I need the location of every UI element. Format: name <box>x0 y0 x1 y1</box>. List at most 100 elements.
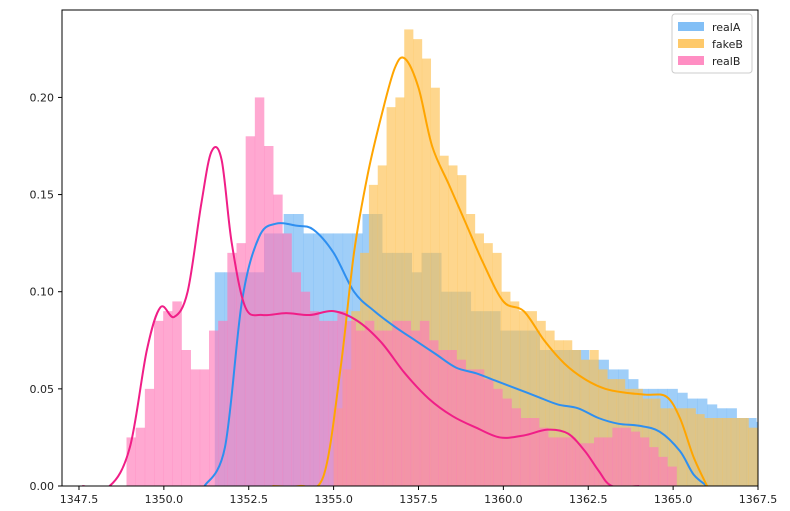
bar-fakeB <box>466 214 476 486</box>
bar-realB <box>419 320 430 486</box>
bar-realB <box>566 437 576 486</box>
bar-realB <box>163 311 173 486</box>
x-tick-label: 1350.0 <box>145 493 184 506</box>
bar-realB <box>374 330 384 486</box>
x-tick-label: 1360.0 <box>484 493 523 506</box>
bar-realB <box>502 398 512 486</box>
legend-swatch-fakeB <box>678 39 704 48</box>
bar-realB <box>392 320 402 486</box>
bar-fakeB <box>563 340 573 486</box>
bar-realB <box>319 320 329 486</box>
bar-realB <box>135 427 146 486</box>
bar-fakeB <box>421 58 432 486</box>
bar-fakeB <box>660 408 670 486</box>
bar-realB <box>639 437 650 486</box>
bar-realA <box>776 428 786 486</box>
bar-realB <box>291 272 301 486</box>
bar-realB <box>456 359 466 486</box>
bar-realB <box>264 146 274 486</box>
bar-realB <box>511 408 521 486</box>
y-tick-label: 0.20 <box>30 91 55 104</box>
bar-realB <box>474 369 485 486</box>
legend-label-fakeB: fakeB <box>712 38 743 51</box>
bar-realB <box>282 233 292 486</box>
bar-realA <box>786 428 790 486</box>
bar-fakeB <box>474 233 484 486</box>
bar-realB <box>209 330 219 486</box>
y-tick-label: 0.15 <box>30 189 55 202</box>
x-tick-label: 1365.0 <box>654 493 693 506</box>
bar-realB <box>355 330 366 486</box>
bar-realB <box>218 320 228 486</box>
bar-fakeB <box>607 379 617 486</box>
bar-fakeB <box>492 252 502 486</box>
bar-fakeB <box>784 467 790 486</box>
legend-label-realB: realB <box>712 55 740 68</box>
bar-fakeB <box>448 165 458 486</box>
bar-realB <box>346 320 356 486</box>
bar-realB <box>227 252 237 486</box>
bar-fakeB <box>430 87 440 486</box>
legend-swatch-realB <box>678 56 704 65</box>
bar-realB <box>337 311 347 486</box>
bar-fakeB <box>589 350 599 486</box>
bar-fakeB <box>722 418 732 486</box>
bar-fakeB <box>395 97 405 486</box>
bar-fakeB <box>377 165 387 486</box>
x-tick-label: 1352.5 <box>229 493 268 506</box>
bar-realB <box>584 443 595 486</box>
bar-realB <box>273 194 283 486</box>
y-tick-label: 0.10 <box>30 286 55 299</box>
bar-realB <box>438 350 448 486</box>
bar-fakeB <box>713 418 723 486</box>
legend-swatch-realA <box>678 22 704 31</box>
bar-realB <box>126 437 136 486</box>
bar-realB <box>612 427 622 486</box>
bar-fakeB <box>545 330 555 486</box>
bar-realA <box>766 422 776 486</box>
bar-realB <box>383 330 393 486</box>
bar-realB <box>621 427 631 486</box>
bar-realB <box>649 447 659 486</box>
bar-realB <box>630 431 641 486</box>
bar-realB <box>199 369 210 486</box>
bar-realB <box>144 388 155 486</box>
bar-realB <box>539 427 549 486</box>
bar-realB <box>447 350 457 486</box>
bar-realB <box>429 340 439 486</box>
axes: 1347.5 1350.0 1352.5 1355.0 1357.5 1360.0 1362… <box>30 9 778 506</box>
bar-fakeB <box>457 175 467 486</box>
kde-line-realA <box>203 222 708 486</box>
bar-fakeB <box>483 243 493 486</box>
plot-area <box>82 29 790 486</box>
bar-realB <box>172 301 182 486</box>
bar-fakeB <box>580 359 590 486</box>
x-tick-label: 1367.5 <box>739 493 778 506</box>
y-tick-label: 0.05 <box>30 383 55 396</box>
bar-fakeB <box>404 29 414 486</box>
kde-line-realB <box>82 146 640 486</box>
bar-fakeB <box>386 107 396 486</box>
bar-realB <box>328 320 338 486</box>
kde-line-fakeB <box>272 56 708 486</box>
bar-realB <box>364 320 375 486</box>
bar-realB <box>181 350 191 486</box>
bar-fakeB <box>501 291 511 486</box>
bar-fakeB <box>775 457 784 486</box>
bar-fakeB <box>554 340 564 486</box>
bar-fakeB <box>686 408 696 486</box>
bar-fakeB <box>757 437 758 486</box>
bar-fakeB <box>766 447 775 486</box>
bar-fakeB <box>748 427 758 486</box>
x-tick-label: 1347.5 <box>60 493 99 506</box>
bar-realB <box>300 291 311 486</box>
bar-realB <box>401 320 411 486</box>
bar-realB <box>548 437 558 486</box>
y-tick-label: 0.00 <box>30 480 55 493</box>
x-tick-label: 1357.5 <box>399 493 438 506</box>
bar-realB <box>190 369 201 486</box>
x-tick-label: 1355.0 <box>314 493 353 506</box>
bar-fakeB <box>677 408 688 486</box>
bar-realB <box>245 136 256 486</box>
